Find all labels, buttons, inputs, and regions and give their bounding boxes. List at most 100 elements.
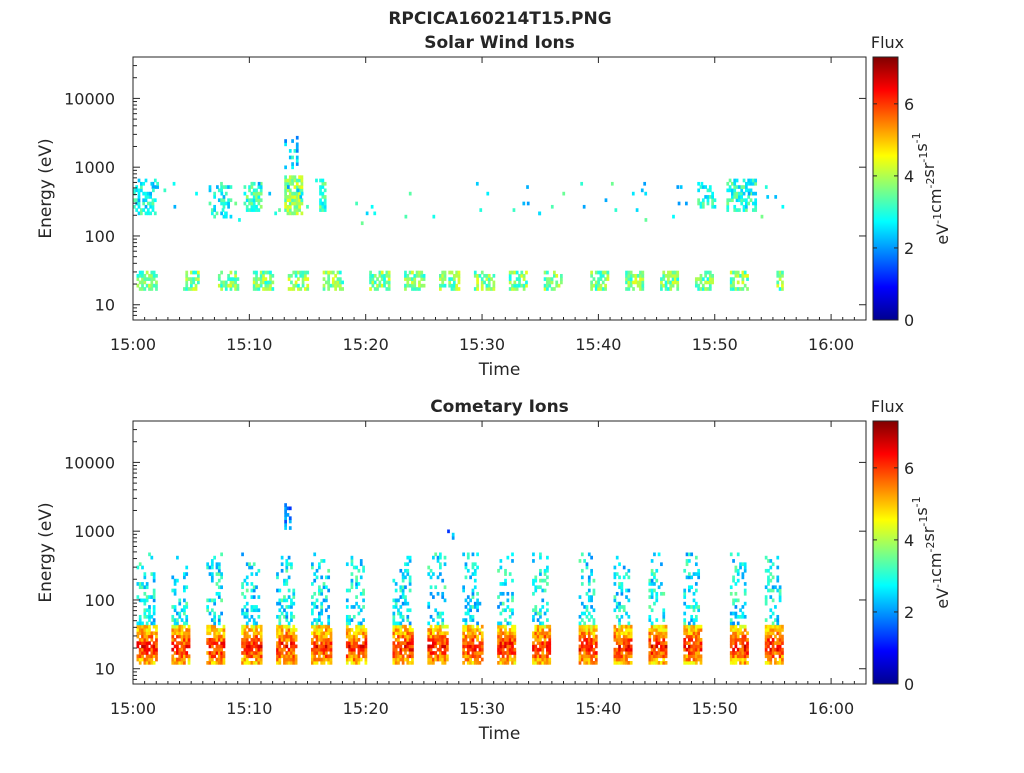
colorbar-tick-label: 6 bbox=[904, 459, 914, 478]
heatmap-cell bbox=[422, 283, 426, 288]
heatmap-cell bbox=[318, 611, 321, 616]
heatmap-cell bbox=[217, 591, 221, 596]
heatmap-cell bbox=[392, 641, 396, 645]
heatmap-cell bbox=[278, 624, 282, 629]
heatmap-cell bbox=[497, 641, 500, 645]
heatmap-cell bbox=[208, 644, 212, 649]
heatmap-cell bbox=[443, 651, 447, 655]
heatmap-cell bbox=[348, 644, 351, 649]
heatmap-cell bbox=[699, 185, 703, 189]
colorbar-unit-part: -2 bbox=[924, 542, 937, 553]
heatmap-cell bbox=[143, 287, 147, 291]
heatmap-cell bbox=[653, 601, 656, 606]
heatmap-cell bbox=[171, 634, 175, 639]
heatmap-cell bbox=[411, 277, 414, 281]
heatmap-cell bbox=[252, 651, 256, 655]
heatmap-cell bbox=[729, 621, 733, 626]
heatmap-cell bbox=[288, 181, 292, 186]
heatmap-cell bbox=[694, 562, 698, 567]
heatmap-cell bbox=[243, 631, 247, 636]
heatmap-cell bbox=[215, 644, 219, 649]
heatmap-cell bbox=[359, 651, 363, 655]
heatmap-cell bbox=[662, 647, 666, 652]
heatmap-cell bbox=[300, 185, 304, 189]
heatmap-cell bbox=[185, 283, 189, 288]
heatmap-cell bbox=[741, 644, 745, 649]
heatmap-cell bbox=[667, 270, 670, 275]
heatmap-cell bbox=[373, 211, 377, 216]
heatmap-cell bbox=[478, 660, 482, 665]
heatmap-cell bbox=[418, 270, 421, 275]
heatmap-cell bbox=[322, 277, 326, 281]
heatmap-cell bbox=[594, 654, 598, 659]
heatmap-cell bbox=[217, 651, 221, 655]
heatmap-cell bbox=[208, 631, 212, 636]
heatmap-cell bbox=[450, 277, 454, 281]
heatmap-cell bbox=[610, 181, 614, 186]
heatmap-cell bbox=[676, 283, 680, 288]
heatmap-cell bbox=[769, 588, 773, 593]
heatmap-cell bbox=[432, 641, 435, 645]
heatmap-cell bbox=[585, 644, 589, 649]
heatmap-cell bbox=[290, 660, 293, 665]
heatmap-cell bbox=[501, 641, 505, 645]
heatmap-cell bbox=[694, 657, 698, 662]
heatmap-cell bbox=[732, 287, 735, 291]
heatmap-cell bbox=[301, 280, 305, 285]
heatmap-cell bbox=[399, 588, 403, 593]
heatmap-cell bbox=[208, 188, 212, 193]
heatmap-cell bbox=[278, 637, 282, 642]
heatmap-cell bbox=[178, 631, 182, 636]
heatmap-cell bbox=[217, 621, 221, 626]
heatmap-cell bbox=[669, 287, 673, 291]
heatmap-cell bbox=[728, 185, 732, 189]
heatmap-cell bbox=[387, 280, 391, 285]
heatmap-cell bbox=[222, 204, 226, 209]
heatmap-cell bbox=[548, 280, 552, 285]
heatmap-cell bbox=[732, 280, 735, 285]
heatmap-cell bbox=[434, 644, 438, 649]
heatmap-cell bbox=[136, 644, 140, 649]
heatmap-cell bbox=[546, 660, 549, 665]
heatmap-cell bbox=[734, 605, 738, 609]
heatmap-cell bbox=[578, 559, 582, 563]
heatmap-cell bbox=[660, 644, 663, 649]
heatmap-cell bbox=[220, 181, 223, 186]
heatmap-cell bbox=[778, 273, 782, 278]
heatmap-cell bbox=[776, 280, 780, 285]
heatmap-cell bbox=[221, 208, 225, 212]
heatmap-cell bbox=[441, 621, 445, 626]
heatmap-cell bbox=[350, 637, 354, 642]
heatmap-cell bbox=[415, 273, 419, 278]
heatmap-cell bbox=[578, 628, 582, 632]
heatmap-cell bbox=[539, 654, 542, 659]
heatmap-cell bbox=[443, 657, 447, 662]
heatmap-cell bbox=[411, 283, 414, 288]
heatmap-cell bbox=[699, 660, 703, 665]
heatmap-cell bbox=[592, 651, 596, 655]
heatmap-cell bbox=[213, 611, 217, 616]
heatmap-cell bbox=[587, 611, 591, 616]
heatmap-cell bbox=[469, 637, 472, 642]
heatmap-cell bbox=[245, 611, 249, 616]
heatmap-cell bbox=[774, 657, 777, 662]
heatmap-cell bbox=[532, 618, 535, 622]
heatmap-cell bbox=[774, 628, 777, 632]
heatmap-cell bbox=[501, 631, 505, 636]
heatmap-cell bbox=[728, 178, 732, 183]
heatmap-cell bbox=[667, 280, 670, 285]
heatmap-cell bbox=[443, 660, 447, 665]
heatmap-cell bbox=[145, 277, 149, 281]
heatmap-cell bbox=[697, 575, 701, 580]
heatmap-cell bbox=[138, 582, 142, 586]
heatmap-cell bbox=[392, 660, 396, 665]
heatmap-cell bbox=[508, 287, 512, 291]
heatmap-cell bbox=[473, 273, 477, 278]
heatmap-cell bbox=[778, 588, 782, 593]
heatmap-cell bbox=[327, 644, 331, 649]
heatmap-cell bbox=[653, 552, 656, 557]
heatmap-cell bbox=[135, 208, 139, 212]
heatmap-cell bbox=[687, 647, 691, 652]
heatmap-cell bbox=[590, 568, 593, 573]
heatmap-cell bbox=[262, 287, 265, 291]
